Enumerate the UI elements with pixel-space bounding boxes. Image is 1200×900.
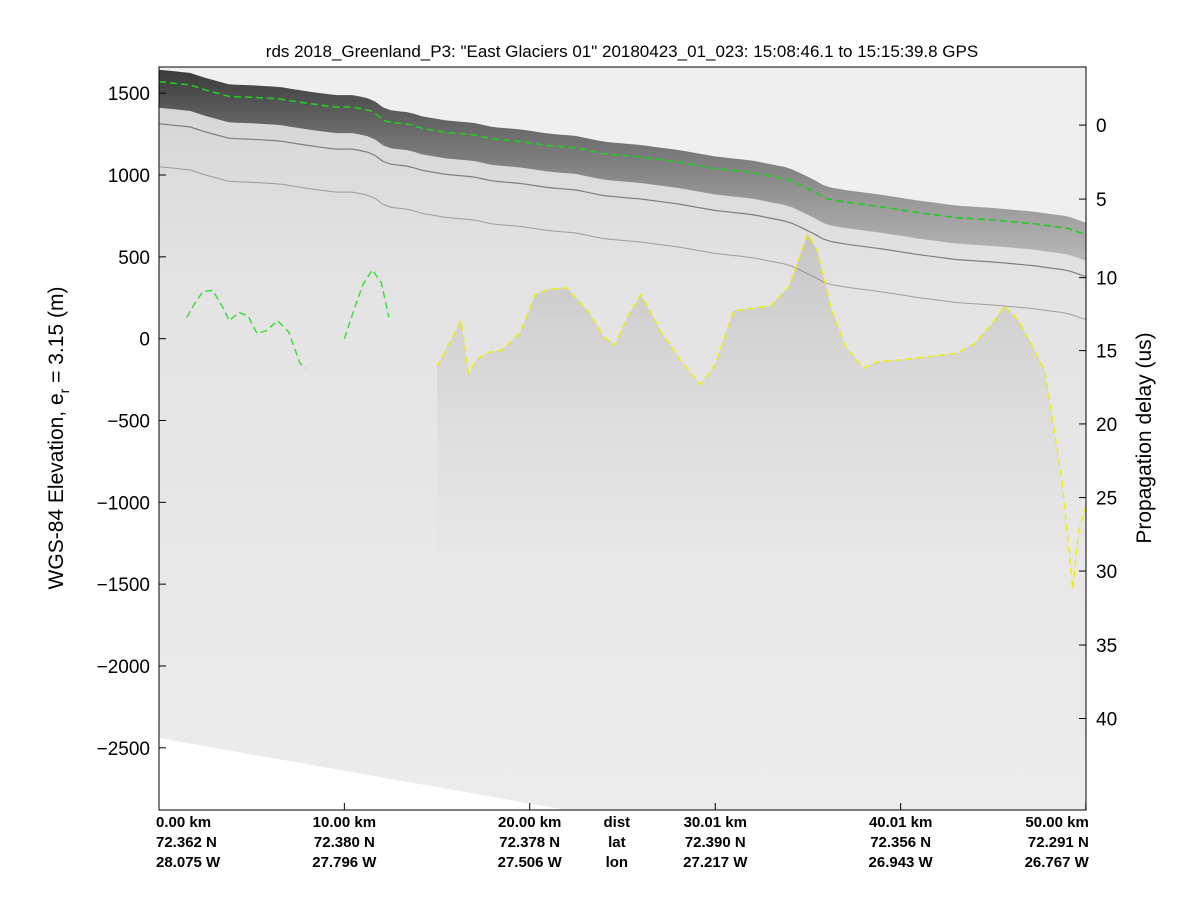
x-lat-label: 72.291 N <box>1028 834 1089 851</box>
no-data-region <box>159 738 567 810</box>
left-y-tick-label: 1500 <box>108 84 150 105</box>
x-row-name-dist: dist <box>604 814 631 831</box>
x-lat-label: 72.390 N <box>685 834 746 851</box>
x-dist-label: 20.00 km <box>498 814 561 831</box>
plot-frame <box>158 66 1087 811</box>
left-y-tick-label: 500 <box>118 248 150 269</box>
left-y-tick-label: −1000 <box>97 493 150 514</box>
right-y-tick-label: 40 <box>1096 710 1117 731</box>
series-layer <box>159 80 1086 590</box>
x-lat-label: 72.356 N <box>870 834 931 851</box>
right-y-axis: 0 5 10 15 20 25 30 35 40 <box>1079 116 1117 731</box>
left-y-tick-label: −1500 <box>97 575 150 596</box>
x-lat-label: 72.380 N <box>314 834 375 851</box>
x-lat-label: 72.378 N <box>499 834 560 851</box>
x-lat-label: 72.362 N <box>156 834 217 851</box>
right-y-tick-label: 15 <box>1096 342 1117 363</box>
left-y-tick-label: −2500 <box>97 739 150 760</box>
right-y-tick-label: 0 <box>1096 116 1107 137</box>
right-y-tick-label: 25 <box>1096 489 1117 510</box>
right-y-tick-label: 5 <box>1096 190 1107 211</box>
series-line-3 <box>436 232 1086 590</box>
x-lon-label: 26.943 W <box>869 854 934 871</box>
series-line-1 <box>186 289 306 369</box>
right-y-tick-label: 10 <box>1096 269 1117 290</box>
x-dist-label: 40.01 km <box>869 814 932 831</box>
x-row-name-lat: lat <box>608 834 626 851</box>
echogram-image <box>159 67 1086 810</box>
right-y-tick-label: 20 <box>1096 415 1117 436</box>
series-line-2 <box>343 268 390 339</box>
bed-shadow-region <box>437 233 1086 590</box>
series-line-0 <box>159 80 1086 236</box>
x-lon-label: 27.217 W <box>683 854 748 871</box>
right-y-tick-label: 30 <box>1096 562 1117 583</box>
left-y-axis: 1500 1000 500 0 −500 −1000 −1500 −2000 −2500 <box>97 84 166 760</box>
chart-title: rds 2018_Greenland_P3: "East Glaciers 01… <box>266 42 978 61</box>
x-lon-label: 27.796 W <box>312 854 377 871</box>
x-dist-label: 50.00 km <box>1025 814 1088 831</box>
x-lon-label: 26.767 W <box>1025 854 1090 871</box>
left-y-tick-label: −500 <box>107 411 150 432</box>
left-y-tick-label: −2000 <box>97 657 150 678</box>
x-dist-label: 10.00 km <box>313 814 376 831</box>
y-axis-label-right: Propagation delay (us) <box>1133 332 1156 543</box>
x-axis: 0.00 km 72.362 N 28.075 W 10.00 km 72.380 N 2… <box>156 803 1090 871</box>
x-row-name-lon: lon <box>606 854 629 871</box>
left-y-tick-label: 1000 <box>108 166 150 187</box>
x-dist-label: 30.01 km <box>684 814 747 831</box>
internal-layer <box>159 123 1086 278</box>
x-dist-label: 0.00 km <box>156 814 211 831</box>
y-axis-label-left: WGS-84 Elevation, er = 3.15 (m) <box>45 287 72 590</box>
left-y-tick-label: 0 <box>139 330 150 351</box>
x-lon-label: 27.506 W <box>498 854 563 871</box>
internal-layer <box>159 166 1086 321</box>
right-y-tick-label: 35 <box>1096 636 1117 657</box>
x-lon-label: 28.075 W <box>156 854 221 871</box>
surface-echo-band <box>159 69 1086 261</box>
